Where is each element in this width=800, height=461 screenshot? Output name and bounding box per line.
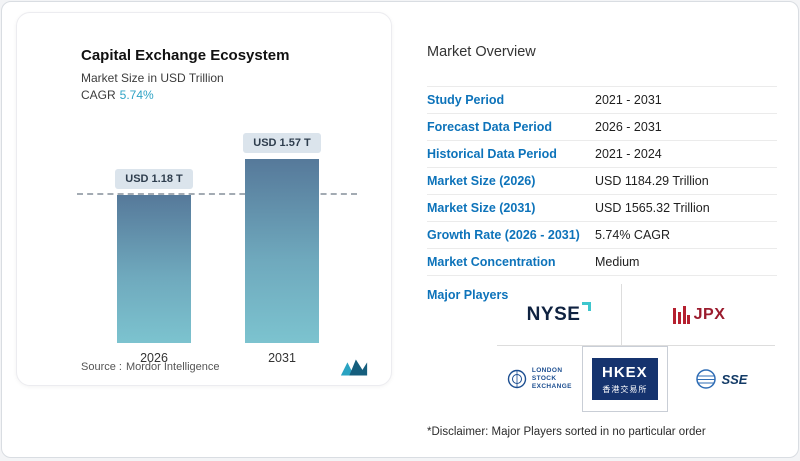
overview-table: Study Period 2021 - 2031 Forecast Data P… [427,86,777,276]
table-row: Growth Rate (2026 - 2031) 5.74% CAGR [427,222,777,249]
london-stock-exchange-logo: LONDON STOCK EXCHANGE [497,346,582,412]
row-label: Forecast Data Period [427,120,553,134]
market-overview-panel: Market Overview Study Period 2021 - 2031… [427,2,777,461]
hkex-logo-box: HKEX 香港交易所 [592,358,658,400]
lse-logo-text: LONDON STOCK EXCHANGE [532,367,572,391]
hkex-logo-chinese-text: 香港交易所 [602,385,648,394]
source-attribution: Source : Mordor Intelligence [81,361,220,373]
table-row: Market Size (2026) USD 1184.29 Trillion [427,168,777,195]
row-value: 2021 - 2031 [595,93,662,107]
bar-value-label: USD 1.18 T [115,169,193,189]
major-players-grid: NYSE JPX [497,284,775,412]
bar-group-2026: USD 1.18 T 2026 [115,133,193,365]
source-label: Source : [81,361,122,373]
lse-line: STOCK [531,375,557,382]
hkex-logo: HKEX 香港交易所 [581,346,668,412]
row-label: Historical Data Period [427,147,557,161]
jpx-bars-icon [672,305,690,324]
row-value: 2026 - 2031 [595,120,662,134]
lse-line: LONDON [531,367,563,374]
table-row: Forecast Data Period 2026 - 2031 [427,114,777,141]
row-label: Market Size (2026) [427,174,536,188]
disclaimer-text: *Disclaimer: Major Players sorted in no … [427,426,706,438]
row-label: Market Concentration [427,255,556,269]
row-label: Market Size (2031) [427,201,536,215]
bar-group-2031: USD 1.57 T 2031 [243,133,321,365]
bar [117,195,191,343]
x-axis-label: 2026 [140,351,168,365]
table-row: Market Concentration Medium [427,249,777,276]
table-row: Market Size (2031) USD 1565.32 Trillion [427,195,777,222]
jpx-logo-text: JPX [693,305,726,323]
sse-logo: SSE [668,346,775,412]
chart-header: Capital Exchange Ecosystem Market Size i… [81,47,391,102]
row-label: Study Period [427,93,505,107]
overview-heading: Market Overview [427,44,536,60]
major-players-label: Major Players [427,288,509,302]
nyse-logo: NYSE [497,284,623,345]
row-value: USD 1565.32 Trillion [595,201,710,215]
table-row: Study Period 2021 - 2031 [427,87,777,114]
row-value: 5.74% CAGR [595,228,671,242]
cagr-label: CAGR [81,88,116,102]
nyse-corner-icon [582,301,592,311]
mordor-intelligence-logo [340,359,368,376]
reference-dashed-line [77,193,357,195]
row-value: 2021 - 2024 [595,147,662,161]
sse-logo-text: SSE [721,371,748,387]
market-size-chart-card: Capital Exchange Ecosystem Market Size i… [16,12,392,386]
chart-subtitle: Market Size in USD Trillion [81,71,224,85]
row-value: USD 1184.29 Trillion [595,174,709,188]
row-value: Medium [595,255,640,269]
sse-globe-icon [696,369,717,389]
table-row: Historical Data Period 2021 - 2024 [427,141,777,168]
lse-emblem-icon [507,369,527,389]
major-players-section: Major Players NYSE [427,284,777,416]
jpx-logo: JPX [622,284,775,345]
x-axis-label: 2031 [268,351,296,365]
bar-chart: USD 1.18 T 2026 USD 1.57 T 2031 [77,133,357,365]
lse-line: EXCHANGE [531,383,572,390]
hkex-logo-text: HKEX [602,364,648,381]
source-value: Mordor Intelligence [125,361,220,373]
row-label: Growth Rate (2026 - 2031) [427,228,580,242]
chart-title: Capital Exchange Ecosystem [81,47,290,64]
cagr-value: 5.74% [119,88,154,102]
nyse-logo-text: NYSE [526,303,581,325]
bar-value-label: USD 1.57 T [243,133,321,153]
chart-cagr: CAGR 5.74% [81,88,391,102]
bar [245,159,319,343]
